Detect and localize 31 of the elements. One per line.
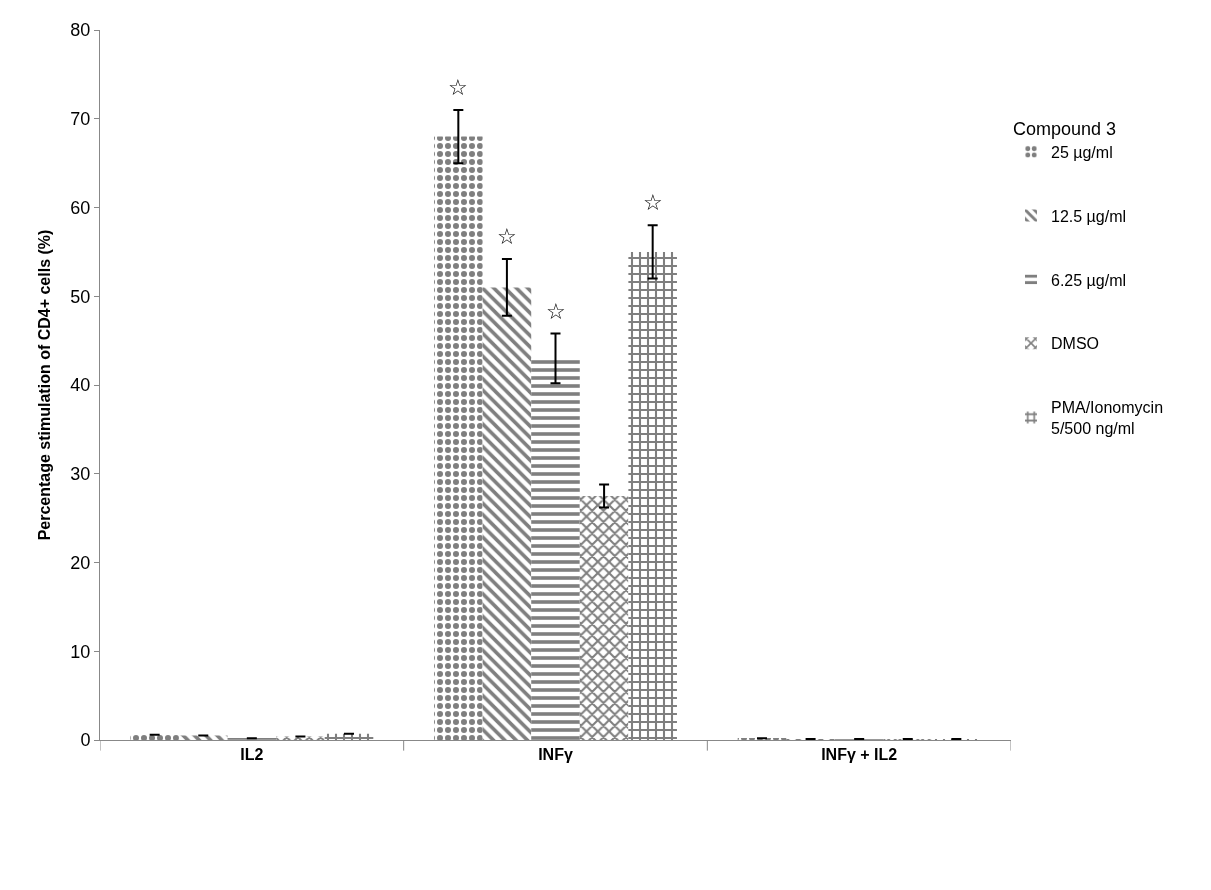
bar <box>531 358 580 740</box>
y-tick-label: 70 <box>70 109 91 130</box>
bar <box>482 287 532 740</box>
text: PMA/Ionomycin 5/500 ng/ml <box>1051 399 1164 438</box>
y-tick-label: 40 <box>70 375 91 396</box>
y-tick-label: 10 <box>70 641 91 662</box>
text: 6.25 µg/ml <box>1051 271 1127 289</box>
y-tick-label: 0 <box>80 730 91 751</box>
bar <box>130 734 179 740</box>
bar <box>579 495 629 740</box>
y-tick-label: 60 <box>70 197 91 218</box>
y-tick-label: 30 <box>70 464 91 485</box>
text: DMSO <box>1051 335 1099 353</box>
y-tick-label: 20 <box>70 552 91 573</box>
x-tick-label: INFγ <box>538 746 573 764</box>
y-tick-label: 50 <box>70 286 91 307</box>
legend-title: Compound 3 <box>1013 118 1117 139</box>
data-label: ☆ <box>448 75 468 100</box>
x-tick-label: INFγ + IL2 <box>821 746 898 764</box>
bar <box>324 733 374 740</box>
x-tick-label: IL2 <box>240 746 264 764</box>
y-tick-label: 80 <box>70 20 91 41</box>
bar <box>276 736 325 740</box>
y-axis-title: Percentage stimulation of CD4+ cells (%) <box>36 229 54 541</box>
text: 25 µg/ml <box>1051 144 1113 162</box>
bar <box>434 136 483 740</box>
text: 12.5 µg/ml <box>1051 207 1127 225</box>
data-label: ☆ <box>546 299 566 324</box>
data-label: ☆ <box>497 224 517 249</box>
data-label: ☆ <box>643 190 663 215</box>
bar <box>628 251 677 740</box>
